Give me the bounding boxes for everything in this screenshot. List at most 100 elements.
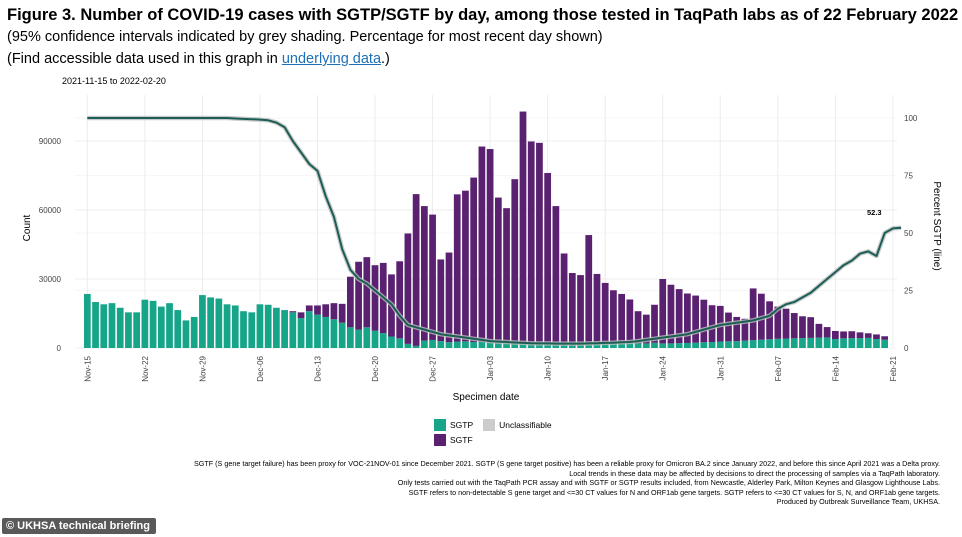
y2-tick-label: 50: [904, 229, 913, 238]
sgtf-bar: [355, 261, 362, 330]
y-tick-label: 30000: [39, 275, 62, 284]
sgtf-bar: [305, 305, 313, 312]
sgtf-bar: [799, 316, 806, 339]
sgtf-bar: [478, 146, 486, 343]
footnote-5: Produced by Outbreak Surveillance Team, …: [776, 497, 940, 507]
latest-percent-label: 52.3: [867, 208, 882, 217]
sgtp-bar: [651, 342, 658, 348]
image-credit: © UKHSA technical briefing: [2, 518, 156, 534]
sgtp-bar: [273, 307, 280, 348]
sgtp-bar: [420, 340, 428, 348]
legend-unclassifiable: Unclassifiable: [483, 418, 552, 431]
sgtf-bar: [544, 172, 552, 344]
sgtf-bar: [675, 289, 683, 344]
sgtf-bar: [494, 197, 502, 343]
sgtp-bar: [396, 338, 404, 348]
sgtp-bar: [404, 343, 412, 348]
footnote-1: SGTF (S gene target failure) has been pr…: [193, 459, 940, 468]
sgtp-bar: [799, 338, 806, 348]
sgtf-bar: [396, 261, 404, 339]
sgtf-bar: [823, 327, 831, 338]
sgtp-bar: [708, 342, 716, 348]
x-tick-label: Dec-20: [371, 355, 380, 381]
sgtf-bar: [346, 276, 354, 328]
sgtp-bar: [700, 342, 708, 348]
percent-sgtp-line: [87, 117, 902, 345]
sgtf-bar: [314, 305, 321, 315]
y2-tick-label: 25: [904, 287, 913, 296]
sgtf-bar: [330, 303, 338, 320]
sgtp-bar: [856, 338, 864, 348]
sgtf-bar: [429, 214, 436, 340]
sgtp-bar: [157, 306, 165, 348]
sgtp-bar: [815, 337, 823, 348]
sgtp-bar: [133, 312, 141, 348]
sgtp-bar: [642, 343, 650, 348]
sgtp-bar: [264, 304, 272, 348]
sgtf-bar: [511, 179, 519, 343]
x-tick-label: Jan-10: [544, 355, 553, 380]
sgtf-bar: [404, 233, 412, 344]
sgtp-bar: [881, 339, 889, 348]
sgtp-bar: [388, 336, 395, 348]
sgtp-bar: [486, 342, 494, 348]
sgtp-bar: [215, 298, 223, 348]
sgtp-bar: [83, 293, 91, 348]
legend-sgtf: SGTF: [434, 433, 473, 446]
sgtp-bar: [223, 304, 231, 348]
sgtf-bar: [593, 273, 601, 343]
sgtp-bar: [453, 341, 461, 348]
sgtp-bar: [338, 322, 346, 348]
sgtp-bar: [774, 338, 782, 348]
sgtf-bar: [486, 149, 494, 343]
x-tick-label: Dec-06: [256, 355, 265, 381]
sgtp-bar: [355, 329, 362, 348]
y-tick-label: 60000: [39, 206, 62, 215]
sgtf-bar: [560, 253, 568, 344]
sgtp-bar: [182, 320, 190, 348]
sgtp-bar: [733, 341, 741, 348]
sgtp-bar: [92, 302, 99, 348]
sgtp-bar: [470, 342, 478, 348]
x-tick-label: Feb-14: [831, 355, 840, 381]
sgtp-bar: [840, 338, 847, 348]
sgtp-bar: [618, 343, 626, 348]
sgtp-bar: [256, 304, 264, 348]
sgtf-bar: [684, 293, 691, 343]
figure-title: Figure 3. Number of COVID-19 cases with …: [7, 6, 959, 24]
sgtp-bar: [634, 343, 642, 348]
sgtf-bar: [322, 304, 330, 317]
underlying-data-link[interactable]: underlying data: [281, 51, 382, 67]
sgtp-bar: [601, 342, 609, 348]
legend-sgtf-label: SGTF: [450, 434, 473, 445]
sgtp-bar: [749, 340, 757, 348]
sgtf-bar: [782, 308, 790, 339]
sgtf-bar: [601, 282, 609, 343]
sgtf-bar: [363, 257, 371, 328]
x-tick-label: Jan-17: [601, 355, 610, 380]
sgtp-bar: [305, 311, 313, 348]
sgtp-bar: [766, 339, 773, 348]
sgtp-bar: [692, 342, 699, 348]
sgtp-bar: [831, 339, 839, 348]
sgtf-bar: [577, 275, 584, 343]
sgtp-bar: [429, 339, 436, 348]
sgtp-bar: [346, 327, 354, 348]
sgtf-bar: [462, 190, 469, 342]
sgtf-bar: [733, 316, 741, 342]
y2-tick-label: 100: [904, 114, 918, 123]
sgtf-bar: [519, 111, 527, 343]
sgtp-bar: [363, 327, 371, 348]
sgtp-bar: [174, 310, 182, 348]
sgtf-bar: [453, 194, 461, 342]
sgtp-bar: [511, 342, 519, 348]
sgtp-bar: [725, 341, 732, 348]
sgtp-bar: [790, 338, 798, 348]
sgtp-bar: [207, 297, 215, 348]
x-tick-label: Feb-21: [889, 355, 898, 381]
sgtp-bar: [108, 303, 116, 348]
figure-subtitle: (95% confidence intervals indicated by g…: [7, 29, 603, 45]
sgtp-bar: [231, 305, 239, 348]
sgtp-bar: [289, 312, 297, 348]
